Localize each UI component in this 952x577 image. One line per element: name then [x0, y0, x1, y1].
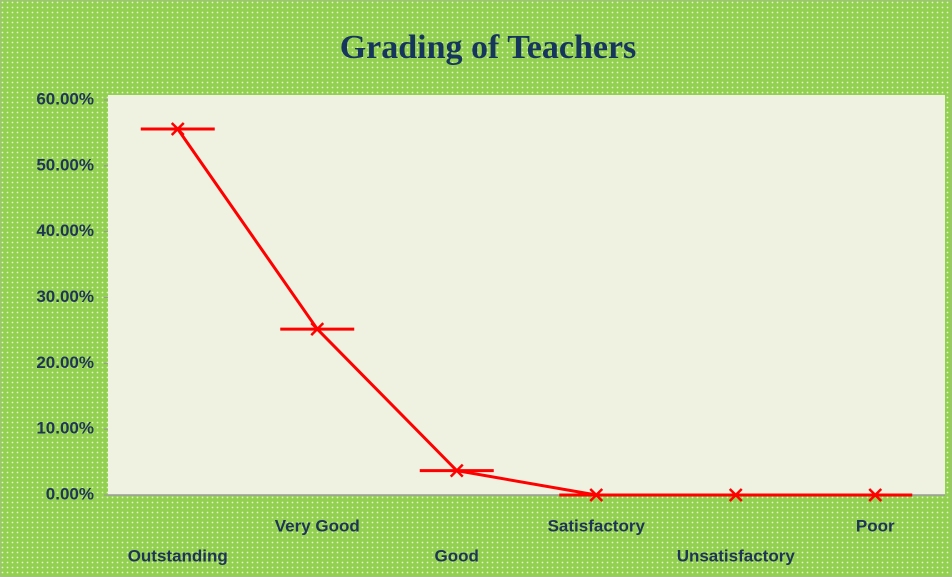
x-marker [589, 488, 604, 502]
y-tick-label: 60.00% [36, 89, 94, 108]
x-tick-label: Satisfactory [548, 516, 646, 535]
x-tick-label: Very Good [275, 516, 360, 535]
y-tick-label: 30.00% [36, 287, 94, 306]
x-tick-label: Outstanding [128, 546, 228, 565]
y-tick-label: 40.00% [36, 221, 94, 240]
x-marker [728, 488, 743, 502]
x-tick-label: Good [435, 546, 479, 565]
chart-title: Grading of Teachers [340, 29, 637, 66]
x-marker [868, 488, 883, 502]
y-tick-label: 10.00% [36, 419, 94, 438]
y-tick-label: 50.00% [36, 155, 94, 174]
x-marker [170, 122, 185, 136]
plot-area [108, 95, 945, 495]
y-tick-label: 0.00% [46, 484, 94, 503]
x-tick-label: Unsatisfactory [677, 546, 796, 565]
x-tick-label: Poor [856, 516, 895, 535]
x-marker [310, 322, 325, 336]
x-marker [449, 463, 464, 478]
y-tick-label: 20.00% [36, 353, 94, 372]
